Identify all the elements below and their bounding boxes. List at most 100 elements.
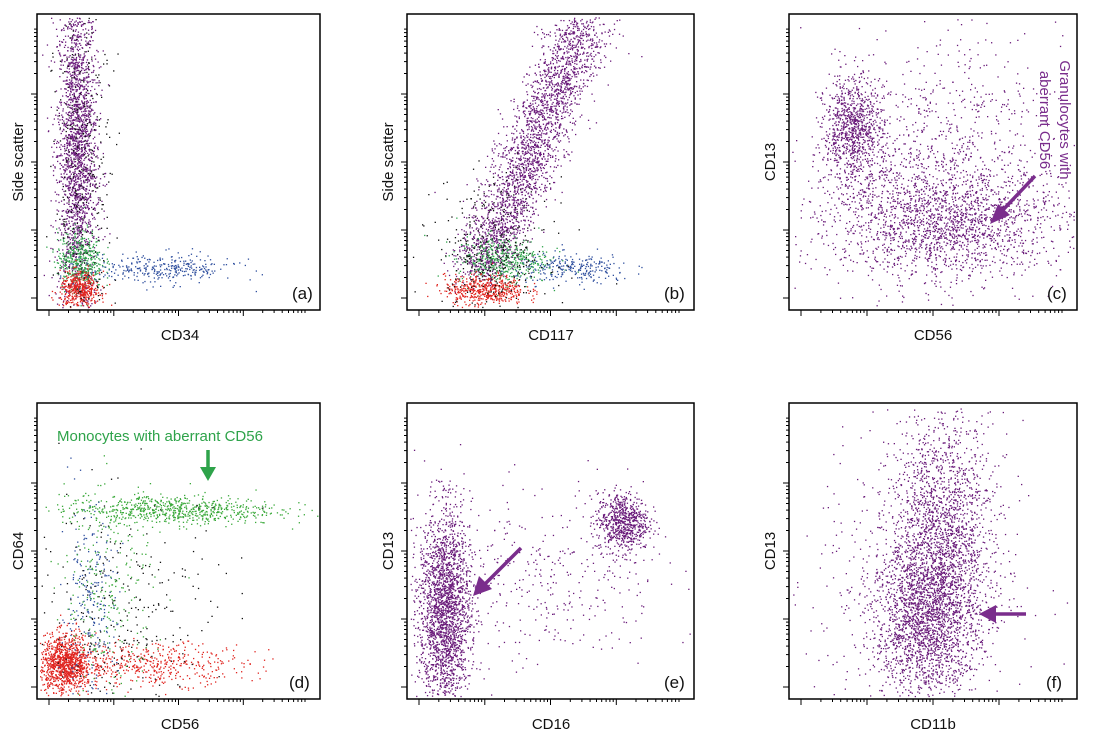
data-point	[75, 259, 77, 262]
data-point	[74, 176, 77, 179]
data-point	[71, 54, 74, 56]
data-point	[96, 265, 98, 267]
data-point	[166, 267, 168, 270]
data-point	[64, 54, 67, 56]
data-point	[61, 29, 63, 31]
data-point	[86, 32, 88, 34]
data-point	[209, 259, 212, 261]
data-point	[563, 128, 565, 130]
data-point	[81, 290, 83, 292]
data-point	[501, 194, 503, 196]
data-point	[208, 269, 210, 271]
data-point	[511, 267, 513, 270]
data-point	[563, 76, 565, 78]
data-point	[69, 186, 72, 189]
data-point	[80, 235, 82, 238]
data-point	[65, 161, 68, 163]
data-point	[512, 226, 514, 228]
data-point	[75, 276, 78, 278]
data-point	[159, 274, 161, 276]
data-point	[82, 95, 84, 97]
data-point	[97, 295, 100, 297]
data-point	[59, 127, 61, 129]
data-point	[569, 32, 571, 34]
data-point	[79, 290, 81, 292]
data-point	[82, 154, 84, 156]
data-point	[546, 64, 548, 67]
data-point	[88, 145, 90, 147]
data-point	[85, 170, 87, 172]
data-point	[82, 130, 84, 132]
data-point	[505, 194, 508, 196]
data-point	[75, 262, 78, 264]
data-point	[66, 136, 68, 139]
data-point	[72, 23, 75, 25]
data-point	[145, 263, 147, 265]
data-point	[83, 300, 85, 302]
data-point	[80, 298, 82, 300]
data-point	[544, 59, 546, 61]
data-point	[81, 150, 83, 153]
data-point	[72, 265, 74, 267]
data-point	[581, 114, 583, 116]
data-point	[65, 103, 67, 105]
data-point	[76, 96, 79, 99]
data-point	[59, 53, 61, 56]
data-point	[79, 70, 81, 73]
data-point	[476, 209, 478, 211]
data-point	[566, 59, 569, 61]
data-point	[78, 65, 80, 67]
data-point	[68, 274, 70, 276]
data-point	[73, 186, 75, 188]
data-point	[587, 79, 589, 82]
data-point	[69, 189, 71, 191]
data-point	[168, 265, 170, 268]
data-point	[63, 125, 65, 127]
data-point	[88, 306, 90, 308]
data-point	[80, 165, 82, 167]
data-point	[508, 249, 511, 251]
data-point	[111, 275, 113, 278]
data-point	[93, 147, 96, 149]
data-point	[152, 266, 154, 268]
data-point	[54, 139, 56, 141]
data-point	[77, 194, 79, 196]
data-point	[68, 260, 71, 262]
data-point	[475, 257, 477, 259]
data-point	[78, 204, 80, 207]
data-point	[98, 240, 100, 242]
data-point	[488, 203, 490, 205]
data-point	[92, 202, 94, 204]
data-point	[91, 190, 93, 192]
data-point	[547, 46, 550, 48]
data-point	[563, 41, 565, 43]
data-point	[75, 179, 77, 181]
data-point	[77, 133, 80, 135]
data-point	[72, 114, 74, 116]
data-point	[61, 285, 63, 287]
data-point	[80, 183, 82, 186]
data-point	[554, 95, 556, 97]
data-point	[526, 144, 528, 147]
data-point	[71, 283, 73, 285]
data-point	[78, 229, 81, 231]
data-point	[89, 223, 91, 225]
data-point	[528, 168, 531, 170]
data-point	[483, 195, 485, 197]
data-point	[78, 61, 80, 63]
data-point	[68, 23, 71, 25]
data-point	[74, 252, 76, 254]
data-point	[547, 128, 549, 130]
data-point	[80, 119, 83, 121]
data-point	[89, 278, 92, 280]
data-point	[526, 120, 528, 122]
data-point	[522, 228, 524, 230]
data-point	[66, 169, 68, 171]
data-point	[174, 271, 177, 273]
data-point	[67, 212, 70, 214]
data-point	[46, 246, 48, 248]
data-point	[512, 160, 514, 162]
data-point	[64, 194, 67, 196]
data-point	[79, 245, 81, 247]
data-point	[128, 277, 130, 279]
